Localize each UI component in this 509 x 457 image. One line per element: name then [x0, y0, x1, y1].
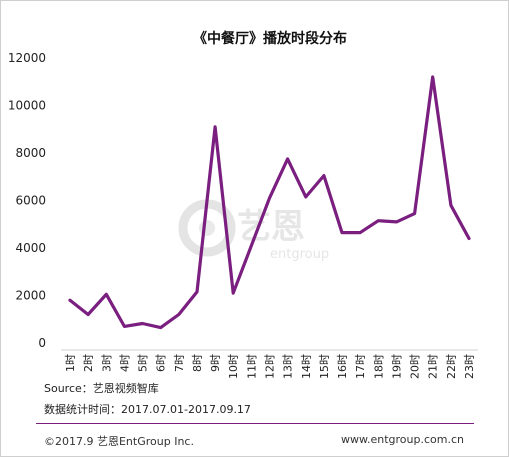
- x-tick-label: 6时: [155, 354, 168, 372]
- x-tick-label: 7时: [173, 354, 186, 372]
- watermark-text: 艺恩: [237, 207, 305, 247]
- x-tick-label: 9时: [209, 354, 222, 372]
- data-point: [395, 220, 398, 224]
- x-tick-label: 18时: [372, 354, 385, 379]
- y-tick-label: 10000: [8, 99, 46, 113]
- y-tick-label: 0: [38, 336, 46, 350]
- data-point: [232, 291, 235, 295]
- x-tick-label: 13时: [282, 354, 295, 379]
- data-point: [358, 231, 362, 234]
- copyright-text: ©2017.9 艺恩EntGroup Inc.: [44, 435, 194, 448]
- x-tick-label: 8时: [191, 354, 204, 372]
- x-tick-label: 14时: [300, 354, 313, 379]
- data-point: [377, 219, 380, 222]
- x-tick-label: 3时: [100, 354, 113, 372]
- series-line: [68, 75, 471, 330]
- x-tick-label: 15时: [318, 354, 331, 379]
- x-tick-label: 23时: [463, 354, 476, 379]
- data-point: [268, 196, 271, 200]
- data-point: [177, 313, 181, 316]
- y-tick-label: 2000: [15, 289, 46, 303]
- data-point: [123, 325, 126, 328]
- data-point: [467, 237, 471, 240]
- x-tick-label: 4时: [118, 354, 131, 372]
- data-point: [340, 231, 344, 234]
- x-tick-label: 21时: [427, 354, 440, 379]
- website-link[interactable]: www.entgroup.com.cn: [341, 433, 464, 446]
- data-point: [250, 244, 253, 247]
- x-tick-label: 12时: [264, 354, 277, 379]
- data-point: [86, 313, 90, 316]
- x-tick-label: 20时: [409, 354, 422, 379]
- data-point: [68, 299, 72, 302]
- date-range-note: 数据统计时间：2017.07.01-2017.09.17: [44, 403, 251, 416]
- data-point: [286, 157, 289, 161]
- data-point: [304, 195, 307, 199]
- chart-title: 《中餐厅》播放时段分布: [193, 30, 347, 47]
- x-tick-label: 5时: [137, 354, 150, 372]
- x-tick-label: 1时: [64, 354, 77, 372]
- x-tick-label: 10时: [227, 354, 240, 379]
- watermark-subtext: entgroup: [270, 247, 329, 262]
- data-point: [431, 75, 434, 79]
- x-tick-label: 11时: [245, 354, 258, 379]
- x-tick-label: 16时: [336, 354, 349, 379]
- x-tick-label: 22时: [445, 354, 458, 379]
- y-tick-label: 12000: [8, 51, 46, 65]
- y-tick-label: 4000: [15, 241, 46, 255]
- y-tick-label: 8000: [15, 146, 46, 160]
- series-line-group: [68, 75, 471, 330]
- x-tick-label: 2时: [82, 354, 95, 372]
- y-tick-label: 6000: [15, 194, 46, 208]
- x-axis: 1时 2时 3时 4时 5时 6时 7时 8时 9时 10时 11时 12时 13时 14时 15时 16时 1…: [61, 349, 478, 379]
- watermark-logo-core: [199, 220, 215, 236]
- source-note: Source：艺恩视频智库: [44, 382, 159, 395]
- footer-divider: [36, 423, 474, 424]
- data-point: [213, 125, 217, 129]
- x-tick-label: 17时: [354, 354, 367, 379]
- data-point: [159, 326, 162, 329]
- data-point: [141, 322, 144, 325]
- data-point: [413, 212, 416, 215]
- y-axis: 0 2000 4000 6000 8000 10000 12000: [8, 51, 46, 350]
- data-point: [105, 293, 108, 296]
- data-point: [322, 174, 326, 177]
- data-point: [195, 290, 199, 294]
- data-point: [449, 204, 453, 207]
- x-tick-label: 19时: [390, 354, 403, 379]
